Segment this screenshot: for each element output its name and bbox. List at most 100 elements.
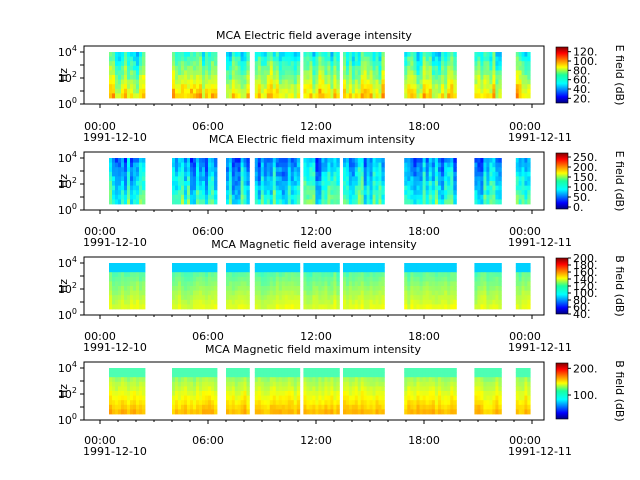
spectrogram-cell [413,171,417,177]
spectrogram-cell [208,304,212,310]
spectrogram-cell [369,61,373,67]
spectrogram-cell [345,194,350,200]
spectrogram-cell [275,372,280,378]
spectrogram-cell [404,84,408,90]
spectrogram-cell [296,290,301,296]
spectrogram-cell [348,194,353,200]
spectrogram-cell [226,295,230,301]
spectrogram-cell [483,276,487,282]
spectrogram-cell [425,162,430,168]
spectrogram-cell [489,162,493,168]
spectrogram-cell [348,171,353,177]
spectrogram-cell [343,391,347,396]
spectrogram-cell [306,185,310,191]
spectrogram-cell [296,377,301,383]
spectrogram-cell [425,52,430,57]
spectrogram-cell [228,199,233,205]
spectrogram-cell [357,199,362,205]
spectrogram-cell [184,263,188,268]
spectrogram-cell [483,368,487,373]
spectrogram-cell [453,272,457,278]
spectrogram-cell [378,158,382,163]
panel-1: MCA Electric field average intensity Hz … [57,29,626,144]
spectrogram-cell [375,281,379,287]
spectrogram-cell [115,190,119,196]
spectrogram-cell [272,372,277,378]
spectrogram-cell [330,167,334,173]
spectrogram-cell [175,272,179,278]
spectrogram-cell [450,171,454,177]
spectrogram-cell [260,372,265,378]
spectrogram-cell [378,381,382,387]
spectrogram-cell [428,70,433,76]
spectrogram-cell [278,194,283,200]
spectrogram-cell [178,52,182,57]
spectrogram-cell [287,84,292,90]
spectrogram-cell [345,400,350,406]
spectrogram-cell [254,70,259,76]
spectrogram-cell [228,88,233,94]
spectrogram-cell [381,52,385,57]
spectrogram-cell [293,290,298,296]
spectrogram-cell [431,381,436,387]
spectrogram-cell [351,381,356,387]
spectrogram-cell [205,56,209,62]
spectrogram-cell [327,377,331,383]
spectrogram-cell [315,176,319,182]
spectrogram-cell [450,295,454,301]
spectrogram-cell [336,181,340,186]
spectrogram-cell [441,372,445,378]
spectrogram-cell [315,88,319,94]
spectrogram-cell [290,395,295,401]
spectrogram-cell [124,56,128,62]
spectrogram-cell [351,281,356,287]
spectrogram-cell [287,267,292,273]
spectrogram-cell [315,167,319,173]
spectrogram-cell [489,65,493,71]
spectrogram-cell [428,88,433,94]
spectrogram-cell [121,281,125,287]
spectrogram-cell [237,391,242,396]
spectrogram-cell [246,84,250,90]
spectrogram-cell [228,52,233,57]
spectrogram-cell [453,199,457,205]
spectrogram-cell [453,263,457,268]
spectrogram-cell [139,185,143,191]
spectrogram-cell [441,56,445,62]
spectrogram-cell [428,400,433,406]
spectrogram-cell [228,295,233,301]
spectrogram-cell [199,171,203,177]
spectrogram-cell [441,400,445,406]
spectrogram-cell [208,404,212,410]
spectrogram-cell [407,162,411,168]
spectrogram-cell [416,194,420,200]
spectrogram-cell [243,56,247,62]
spectrogram-cell [136,400,140,406]
spectrogram-cell [124,377,128,383]
spectrogram-cell [348,65,353,71]
spectrogram-cell [243,276,247,282]
spectrogram-cell [263,171,268,177]
spectrogram-cell [290,88,295,94]
spectrogram-cell [428,158,433,163]
spectrogram-cell [444,176,448,182]
spectrogram-cell [309,176,313,182]
spectrogram-cell [293,395,298,401]
spectrogram-cell [175,199,179,205]
spectrogram-cell [477,84,481,90]
spectrogram-cell [477,176,481,182]
spectrogram-cell [431,199,436,205]
spectrogram-cell [416,88,420,94]
spectrogram-cell [237,171,242,177]
spectrogram-cell [348,386,353,392]
spectrogram-cell [257,93,262,99]
spectrogram-cell [434,84,439,90]
spectrogram-cell [187,181,191,186]
spectrogram-cell [281,70,286,76]
spectrogram-cell [524,185,528,191]
spectrogram-cell [181,286,185,291]
spectrogram-cell [112,267,116,273]
spectrogram-cell [237,65,242,71]
